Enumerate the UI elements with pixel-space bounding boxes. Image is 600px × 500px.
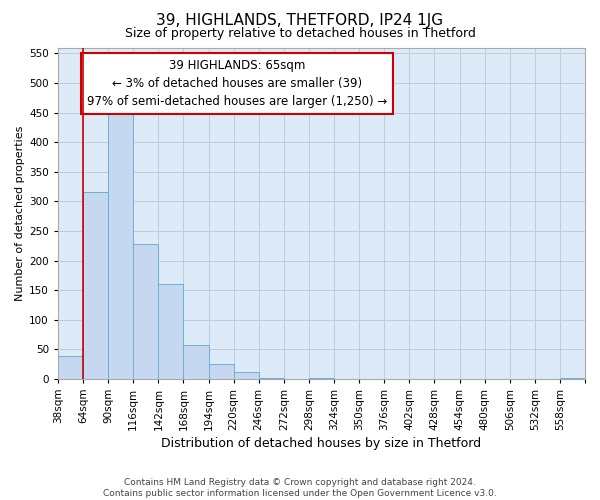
Bar <box>233 372 259 379</box>
Bar <box>83 192 108 379</box>
Bar <box>560 378 585 379</box>
Bar <box>133 244 158 379</box>
Text: Size of property relative to detached houses in Thetford: Size of property relative to detached ho… <box>125 28 475 40</box>
Bar <box>158 284 184 379</box>
Bar <box>259 378 284 379</box>
Text: 39 HIGHLANDS: 65sqm
← 3% of detached houses are smaller (39)
97% of semi-detache: 39 HIGHLANDS: 65sqm ← 3% of detached hou… <box>87 59 387 108</box>
Bar <box>209 364 233 379</box>
Bar <box>309 378 334 379</box>
Text: Contains HM Land Registry data © Crown copyright and database right 2024.
Contai: Contains HM Land Registry data © Crown c… <box>103 478 497 498</box>
Text: 39, HIGHLANDS, THETFORD, IP24 1JG: 39, HIGHLANDS, THETFORD, IP24 1JG <box>157 12 443 28</box>
Bar <box>58 356 83 379</box>
Bar <box>108 106 133 379</box>
X-axis label: Distribution of detached houses by size in Thetford: Distribution of detached houses by size … <box>161 437 482 450</box>
Bar <box>184 345 209 379</box>
Y-axis label: Number of detached properties: Number of detached properties <box>15 126 25 301</box>
